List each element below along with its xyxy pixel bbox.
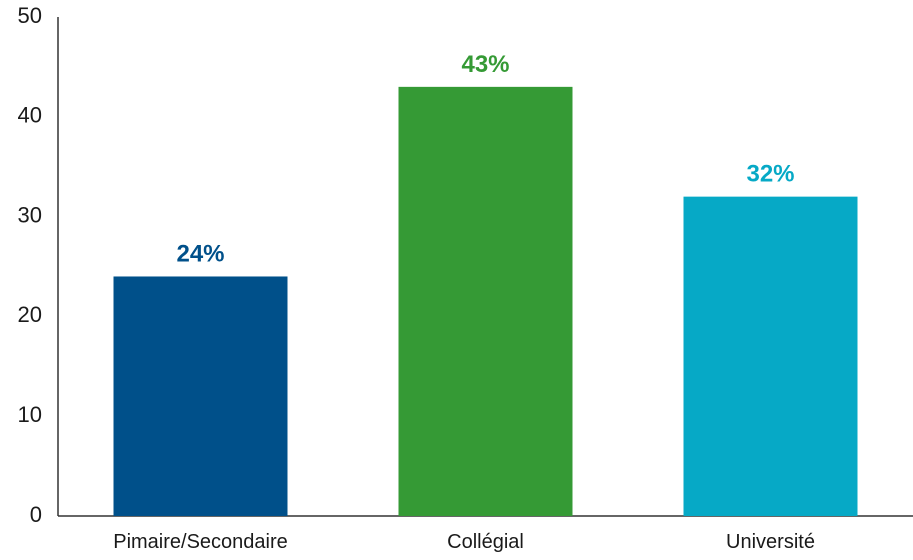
data-label: 43% <box>461 51 509 78</box>
x-tick-label: Université <box>726 531 815 553</box>
y-tick-label: 0 <box>30 502 42 527</box>
data-label: 32% <box>746 161 794 188</box>
data-label: 24% <box>176 240 224 267</box>
x-tick-label: Collégial <box>447 531 524 553</box>
bar <box>398 86 573 517</box>
y-tick-label: 10 <box>18 402 42 427</box>
y-tick-label: 40 <box>18 103 42 128</box>
bar <box>113 276 288 516</box>
x-axis: Pimaire/Secondaire Collégial Université <box>58 515 913 553</box>
y-axis: 0 10 20 30 40 50 <box>18 3 59 527</box>
bars <box>113 86 858 517</box>
data-labels: 24% 43% 32% <box>176 51 794 268</box>
bar <box>683 196 858 516</box>
y-tick-label: 20 <box>18 302 42 327</box>
y-tick-label: 30 <box>18 202 42 227</box>
x-tick-label: Pimaire/Secondaire <box>113 531 288 553</box>
y-tick-label: 50 <box>18 3 42 28</box>
